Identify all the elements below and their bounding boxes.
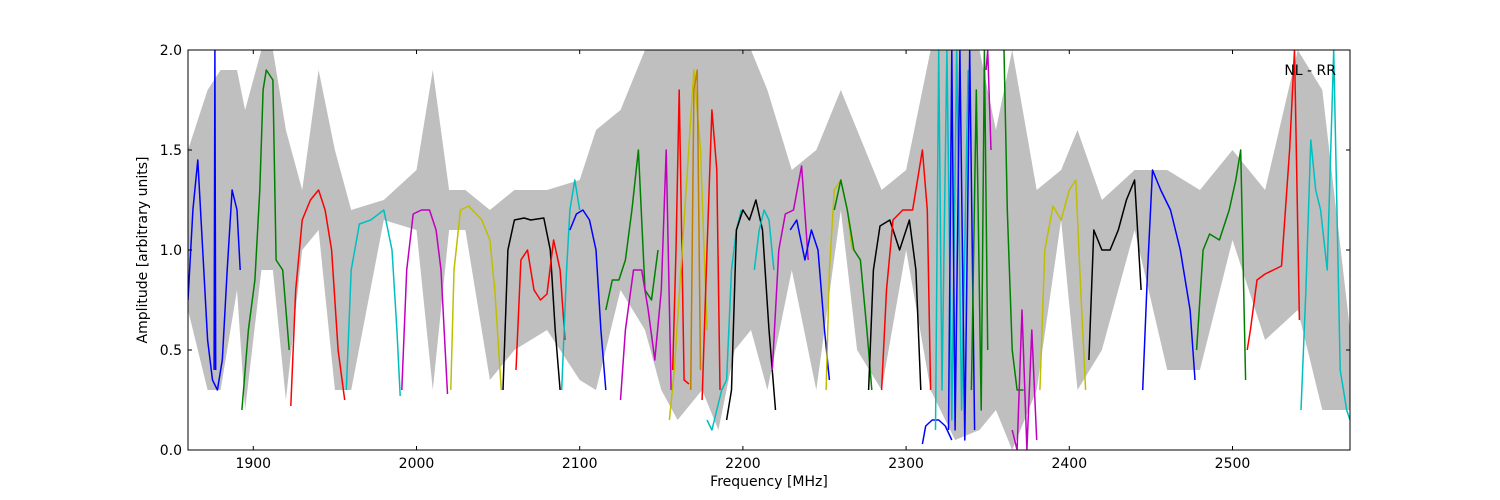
- y-tick-label: 0.0: [160, 443, 182, 459]
- series-line-21: [789, 219, 831, 381]
- series-line-13: [671, 89, 690, 385]
- series-layer: [188, 50, 1350, 450]
- series-line-23: [833, 179, 873, 391]
- series-line-0: [188, 159, 241, 391]
- series-line-14: [668, 69, 708, 421]
- series-line-6: [450, 205, 503, 391]
- series-line-3: [290, 189, 346, 407]
- plot-annotation: NL - RR: [1284, 63, 1336, 79]
- series-line-34: [1088, 179, 1142, 361]
- x-tick-label: 2400: [1051, 456, 1087, 472]
- series-line-27: [934, 50, 969, 431]
- series-line-19: [753, 209, 775, 271]
- series-line-35: [1141, 169, 1196, 391]
- series-line-20: [771, 165, 809, 371]
- x-axis-label: Frequency [MHz]: [710, 474, 828, 490]
- series-line-32: [1011, 309, 1038, 450]
- series-line-1: [213, 50, 217, 371]
- envelope-layer: [188, 50, 1350, 450]
- x-axis: 1900 2000 2100 2200 2300 2400 2500: [235, 50, 1250, 472]
- series-line-29: [970, 50, 989, 411]
- x-tick-label: 2200: [725, 456, 761, 472]
- envelope-band: [188, 50, 1350, 450]
- y-axis-label: Amplitude [arbitrary units]: [135, 157, 151, 344]
- series-line-38: [1300, 50, 1350, 421]
- series-line-33: [1039, 179, 1087, 391]
- series-line-37: [1246, 50, 1301, 351]
- x-tick-label: 2300: [888, 456, 924, 472]
- series-line-2: [241, 69, 290, 411]
- series-line-10: [569, 209, 607, 391]
- series-line-4: [345, 209, 401, 397]
- series-line-11: [605, 149, 659, 311]
- series-line-18: [725, 199, 777, 421]
- series-line-24: [867, 219, 922, 391]
- y-tick-label: 1.5: [160, 143, 182, 159]
- series-line-7: [502, 217, 561, 391]
- x-tick-label: 1900: [235, 456, 271, 472]
- series-line-15: [689, 69, 702, 391]
- y-tick-label: 1.0: [160, 243, 182, 259]
- y-axis: 0.0 0.5 1.0 1.5 2.0: [160, 43, 1350, 459]
- series-line-36: [1195, 149, 1247, 381]
- x-tick-label: 2000: [399, 456, 435, 472]
- x-tick-label: 2500: [1215, 456, 1251, 472]
- series-line-9: [560, 179, 581, 391]
- series-line-30: [985, 50, 992, 151]
- y-tick-label: 0.5: [160, 343, 182, 359]
- series-line-16: [701, 109, 721, 401]
- y-tick-label: 2.0: [160, 43, 182, 59]
- series-line-12: [619, 149, 672, 401]
- series-line-8: [515, 239, 566, 371]
- x-tick-label: 2100: [562, 456, 598, 472]
- series-line-5: [401, 209, 449, 395]
- series-line-25: [880, 149, 932, 391]
